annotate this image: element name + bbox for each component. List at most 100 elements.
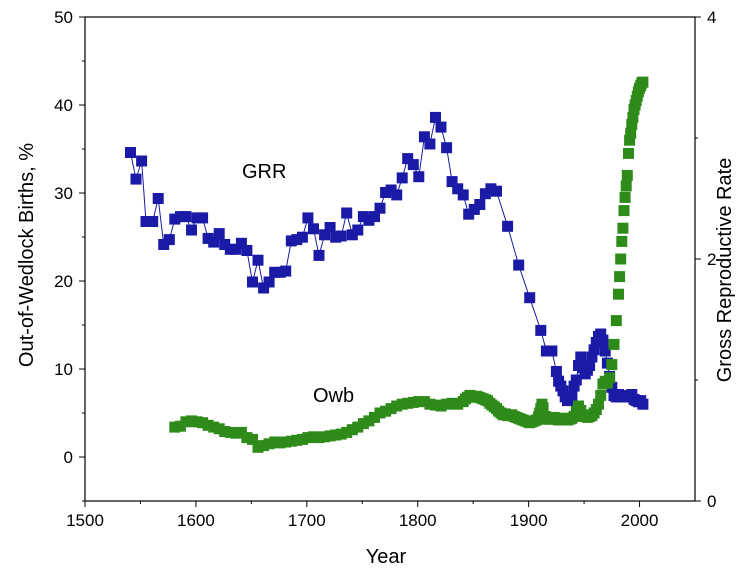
data-point-grr: [191, 212, 203, 224]
data-point-grr: [140, 216, 152, 227]
data-point-grr: [186, 224, 197, 236]
data-point-grr: [550, 366, 562, 377]
x-axis-title: Year: [366, 546, 407, 568]
data-point-owb: [620, 180, 632, 192]
data-point-grr: [258, 282, 270, 294]
data-point-owb: [302, 432, 314, 444]
series-grr: [125, 111, 649, 410]
data-point-owb: [402, 397, 414, 409]
data-point-grr: [213, 228, 225, 240]
data-point-owb: [593, 398, 604, 410]
data-point-grr: [595, 328, 607, 340]
data-point-grr: [202, 232, 214, 244]
data-point-owb: [595, 389, 607, 401]
data-point-owb: [313, 432, 325, 444]
data-point-grr: [136, 155, 148, 167]
data-point-grr: [208, 236, 220, 248]
data-point-grr: [535, 324, 547, 336]
data-point-owb: [627, 111, 639, 123]
data-point-grr: [324, 222, 336, 233]
x-tick-label: 2000: [621, 511, 659, 530]
data-point-grr: [452, 183, 464, 195]
data-point-grr: [280, 265, 292, 277]
data-point-grr: [147, 216, 159, 227]
data-point-owb: [219, 426, 231, 437]
y-right-tick-label: 4: [707, 8, 716, 27]
data-point-owb: [619, 191, 631, 203]
data-point-grr: [446, 176, 458, 188]
data-point-grr: [430, 111, 441, 123]
data-point-grr: [485, 183, 497, 195]
data-point-grr: [308, 223, 319, 235]
data-point-owb: [435, 400, 447, 412]
y-left-tick-label: 0: [64, 448, 73, 467]
data-point-grr: [158, 239, 170, 250]
data-point-grr: [296, 231, 308, 243]
data-point-grr: [557, 385, 569, 397]
data-point-owb: [202, 419, 214, 431]
y-right-axis-title: Gross Reproductive Rate: [714, 158, 736, 383]
data-point-owb: [637, 76, 649, 88]
series-label-owb: Owb: [313, 385, 354, 407]
data-point-owb: [626, 118, 638, 130]
data-point-grr: [637, 398, 649, 410]
data-point-grr: [319, 229, 331, 241]
x-tick-label: 1800: [399, 511, 437, 530]
data-point-grr: [374, 202, 386, 214]
data-point-owb: [169, 421, 181, 433]
y-left-tick-label: 50: [54, 8, 73, 27]
data-point-grr: [588, 344, 600, 356]
data-point-grr: [513, 259, 525, 271]
x-tick-label: 1500: [66, 511, 104, 530]
data-point-grr: [599, 345, 611, 357]
data-point-grr: [241, 245, 253, 256]
data-point-grr: [502, 220, 514, 232]
data-point-owb: [424, 398, 436, 410]
y-left-tick-label: 40: [54, 96, 73, 115]
data-point-grr: [597, 334, 609, 346]
data-point-owb: [363, 415, 375, 427]
data-point-owb: [614, 271, 626, 283]
data-point-grr: [463, 208, 475, 220]
data-point-owb: [625, 127, 637, 139]
data-point-grr: [180, 211, 192, 223]
x-axis-ticks: 1500 1600 1700 1800 1900 2000: [66, 501, 658, 530]
data-point-owb: [615, 253, 627, 265]
data-point-grr: [235, 237, 247, 249]
y-right-axis-ticks: 0 2 4: [695, 8, 716, 511]
data-point-grr: [590, 337, 602, 348]
data-point-grr: [252, 254, 264, 266]
data-point-grr: [385, 184, 397, 196]
x-tick-label: 1900: [510, 511, 548, 530]
data-point-grr: [130, 173, 142, 185]
data-point-grr: [546, 345, 558, 357]
data-point-owb: [324, 430, 336, 442]
data-point-owb: [613, 288, 624, 300]
data-point-grr: [247, 276, 258, 288]
data-point-grr: [413, 171, 425, 183]
data-point-grr: [197, 212, 209, 224]
y-left-axis-title: Out-of-Wedlock Births, %: [16, 143, 38, 367]
data-point-owb: [280, 436, 292, 448]
data-point-owb: [606, 359, 618, 371]
y-left-tick-label: 10: [54, 360, 73, 379]
data-point-owb: [610, 315, 622, 327]
data-point-grr: [230, 243, 242, 255]
data-point-owb: [374, 407, 386, 419]
data-point-owb: [263, 438, 275, 450]
data-point-owb: [247, 433, 258, 445]
data-point-grr: [524, 292, 536, 304]
data-point-grr: [391, 189, 403, 201]
y-left-axis-ticks: 0 10 20 30 40 50: [54, 8, 85, 502]
data-point-owb: [252, 441, 264, 453]
data-point-owb: [352, 421, 364, 433]
data-point-grr: [313, 249, 325, 261]
data-point-grr: [418, 131, 430, 143]
data-point-grr: [570, 374, 582, 386]
data-point-grr: [441, 142, 453, 154]
data-point-grr: [341, 207, 353, 219]
data-point-grr: [457, 189, 469, 201]
data-point-grr: [584, 360, 596, 371]
data-point-owb: [241, 432, 253, 444]
